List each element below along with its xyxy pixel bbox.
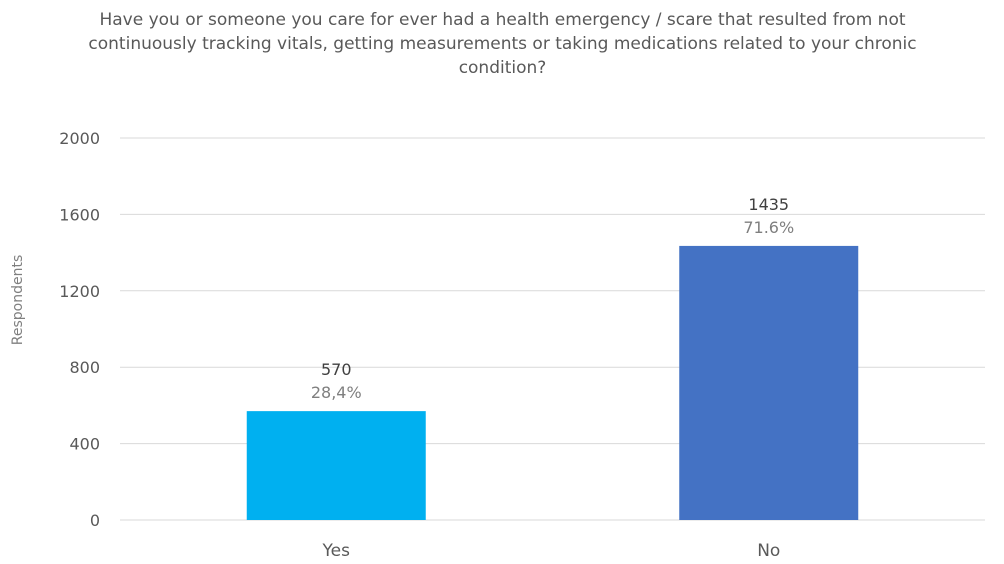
x-tick-label: Yes [322, 541, 351, 561]
y-axis-label: Respondents [10, 255, 26, 346]
bar [679, 245, 859, 521]
y-tick-label: 400 [69, 435, 100, 454]
x-tick-label: No [757, 541, 780, 561]
bar-percent-label: 71.6% [743, 218, 794, 237]
y-tick-label: 0 [90, 511, 100, 530]
y-tick-label: 1200 [59, 282, 100, 301]
bar-percent-label: 28,4% [311, 383, 362, 402]
y-tick-label: 2000 [59, 129, 100, 148]
y-tick-label: 800 [69, 358, 100, 377]
bar-value-label: 1435 [748, 195, 789, 214]
bar-value-label: 570 [321, 360, 352, 379]
y-tick-label: 1600 [59, 205, 100, 224]
chart-title: Have you or someone you care for ever ha… [88, 10, 917, 78]
bar [246, 411, 426, 520]
